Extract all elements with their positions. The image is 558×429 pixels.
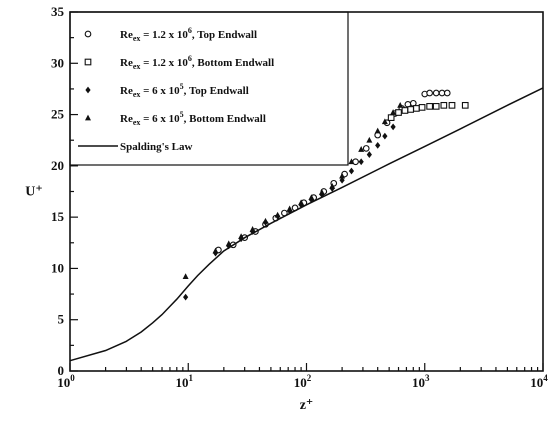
- legend-label: Reex = 6 x 105, Top Endwall: [120, 82, 249, 99]
- legend-item: Reex = 1.2 x 106, Top Endwall: [84, 26, 257, 43]
- data-point-open-square: [426, 103, 433, 110]
- data-point-filled-triangle: [329, 182, 336, 189]
- series-2-markers: [387, 101, 469, 121]
- data-point-filled-triangle: [298, 199, 305, 206]
- legend-item: Reex = 1.2 x 106, Bottom Endwall: [84, 54, 274, 71]
- data-point-filled-diamond: [183, 293, 189, 301]
- data-point-filled-diamond: [390, 123, 396, 131]
- x-tick-label: 102: [294, 373, 312, 390]
- legend-label: Reex = 6 x 105, Bottom Endwall: [120, 110, 266, 127]
- data-point-filled-diamond: [366, 151, 372, 158]
- data-point-open-circle: [426, 89, 433, 97]
- legend-item: Reex = 6 x 105, Top Endwall: [85, 82, 249, 99]
- data-point-open-square: [407, 106, 415, 113]
- data-point-filled-triangle: [249, 226, 256, 232]
- data-point-filled-triangle: [274, 211, 281, 218]
- data-point-filled-diamond: [382, 132, 388, 140]
- legend-label: Reex = 1.2 x 106, Bottom Endwall: [120, 54, 274, 71]
- y-axis-ticks: 0 5 10 15 20 25 30 35: [51, 4, 78, 378]
- data-point-filled-triangle: [225, 240, 232, 247]
- y-tick-label: 25: [51, 107, 65, 122]
- legend-marker-filled-triangle: [85, 114, 91, 121]
- data-point-open-square: [448, 101, 456, 109]
- data-point-filled-diamond: [358, 158, 364, 166]
- legend: Reex = 1.2 x 106, Top Endwall Reex = 1.2 …: [78, 26, 274, 153]
- data-point-open-circle: [432, 89, 440, 97]
- data-point-filled-triangle: [358, 146, 365, 152]
- x-tick-label: 100: [57, 373, 75, 390]
- series-4-markers: [182, 101, 404, 280]
- data-point-filled-triangle: [339, 172, 346, 179]
- legend-item: Reex = 6 x 105, Bottom Endwall: [85, 110, 266, 127]
- data-point-filled-diamond: [348, 167, 355, 175]
- data-point-open-square: [413, 105, 420, 112]
- legend-marker-filled-diamond: [85, 86, 91, 94]
- data-point-filled-triangle: [381, 118, 388, 125]
- data-point-filled-triangle: [286, 205, 293, 212]
- x-axis-label: z⁺: [300, 398, 314, 413]
- data-point-filled-triangle: [238, 233, 245, 240]
- legend-box: [69, 11, 349, 166]
- x-tick-label: 104: [530, 373, 548, 390]
- data-point-filled-triangle: [212, 247, 219, 254]
- legend-label: Spalding's Law: [120, 141, 193, 153]
- y-tick-label: 30: [51, 55, 64, 70]
- legend-item: Spalding's Law: [78, 141, 193, 153]
- y-tick-label: 5: [58, 312, 65, 327]
- legend-label: Reex = 1.2 x 106, Top Endwall: [120, 26, 257, 43]
- x-tick-label: 103: [412, 373, 430, 390]
- legend-marker-open-square: [84, 58, 92, 66]
- x-axis-ticks: 100 101 102 103 104: [57, 363, 548, 390]
- data-point-filled-triangle: [308, 194, 315, 201]
- y-tick-label: 0: [58, 363, 65, 378]
- data-point-open-square: [395, 109, 402, 116]
- data-point-filled-triangle: [366, 136, 373, 143]
- y-tick-label: 35: [51, 4, 65, 19]
- data-point-open-square: [387, 114, 395, 121]
- data-point-filled-triangle: [397, 101, 404, 108]
- data-point-filled-triangle: [390, 109, 397, 115]
- data-point-filled-triangle: [182, 273, 189, 280]
- data-point-open-circle: [362, 145, 370, 152]
- data-point-filled-diamond: [339, 176, 345, 184]
- y-tick-label: 20: [51, 158, 64, 173]
- y-tick-label: 15: [51, 209, 65, 224]
- data-point-filled-triangle: [318, 189, 325, 195]
- data-point-filled-diamond: [375, 141, 381, 149]
- data-point-open-square: [432, 103, 440, 110]
- data-point-open-square: [401, 107, 409, 114]
- legend-marker-open-circle: [84, 30, 92, 38]
- data-point-filled-triangle: [262, 217, 269, 224]
- y-axis-label: U⁺: [25, 185, 43, 200]
- data-point-open-circle: [443, 89, 451, 97]
- data-point-open-square: [461, 101, 469, 109]
- data-point-filled-triangle: [348, 158, 355, 165]
- data-point-open-square: [440, 101, 448, 109]
- plot-series-layer: [69, 87, 544, 362]
- spaldings-law-line: [69, 87, 544, 362]
- y-tick-label: 10: [51, 260, 64, 275]
- data-point-open-square: [418, 104, 426, 111]
- data-point-filled-triangle: [374, 127, 381, 134]
- x-tick-label: 101: [176, 373, 194, 390]
